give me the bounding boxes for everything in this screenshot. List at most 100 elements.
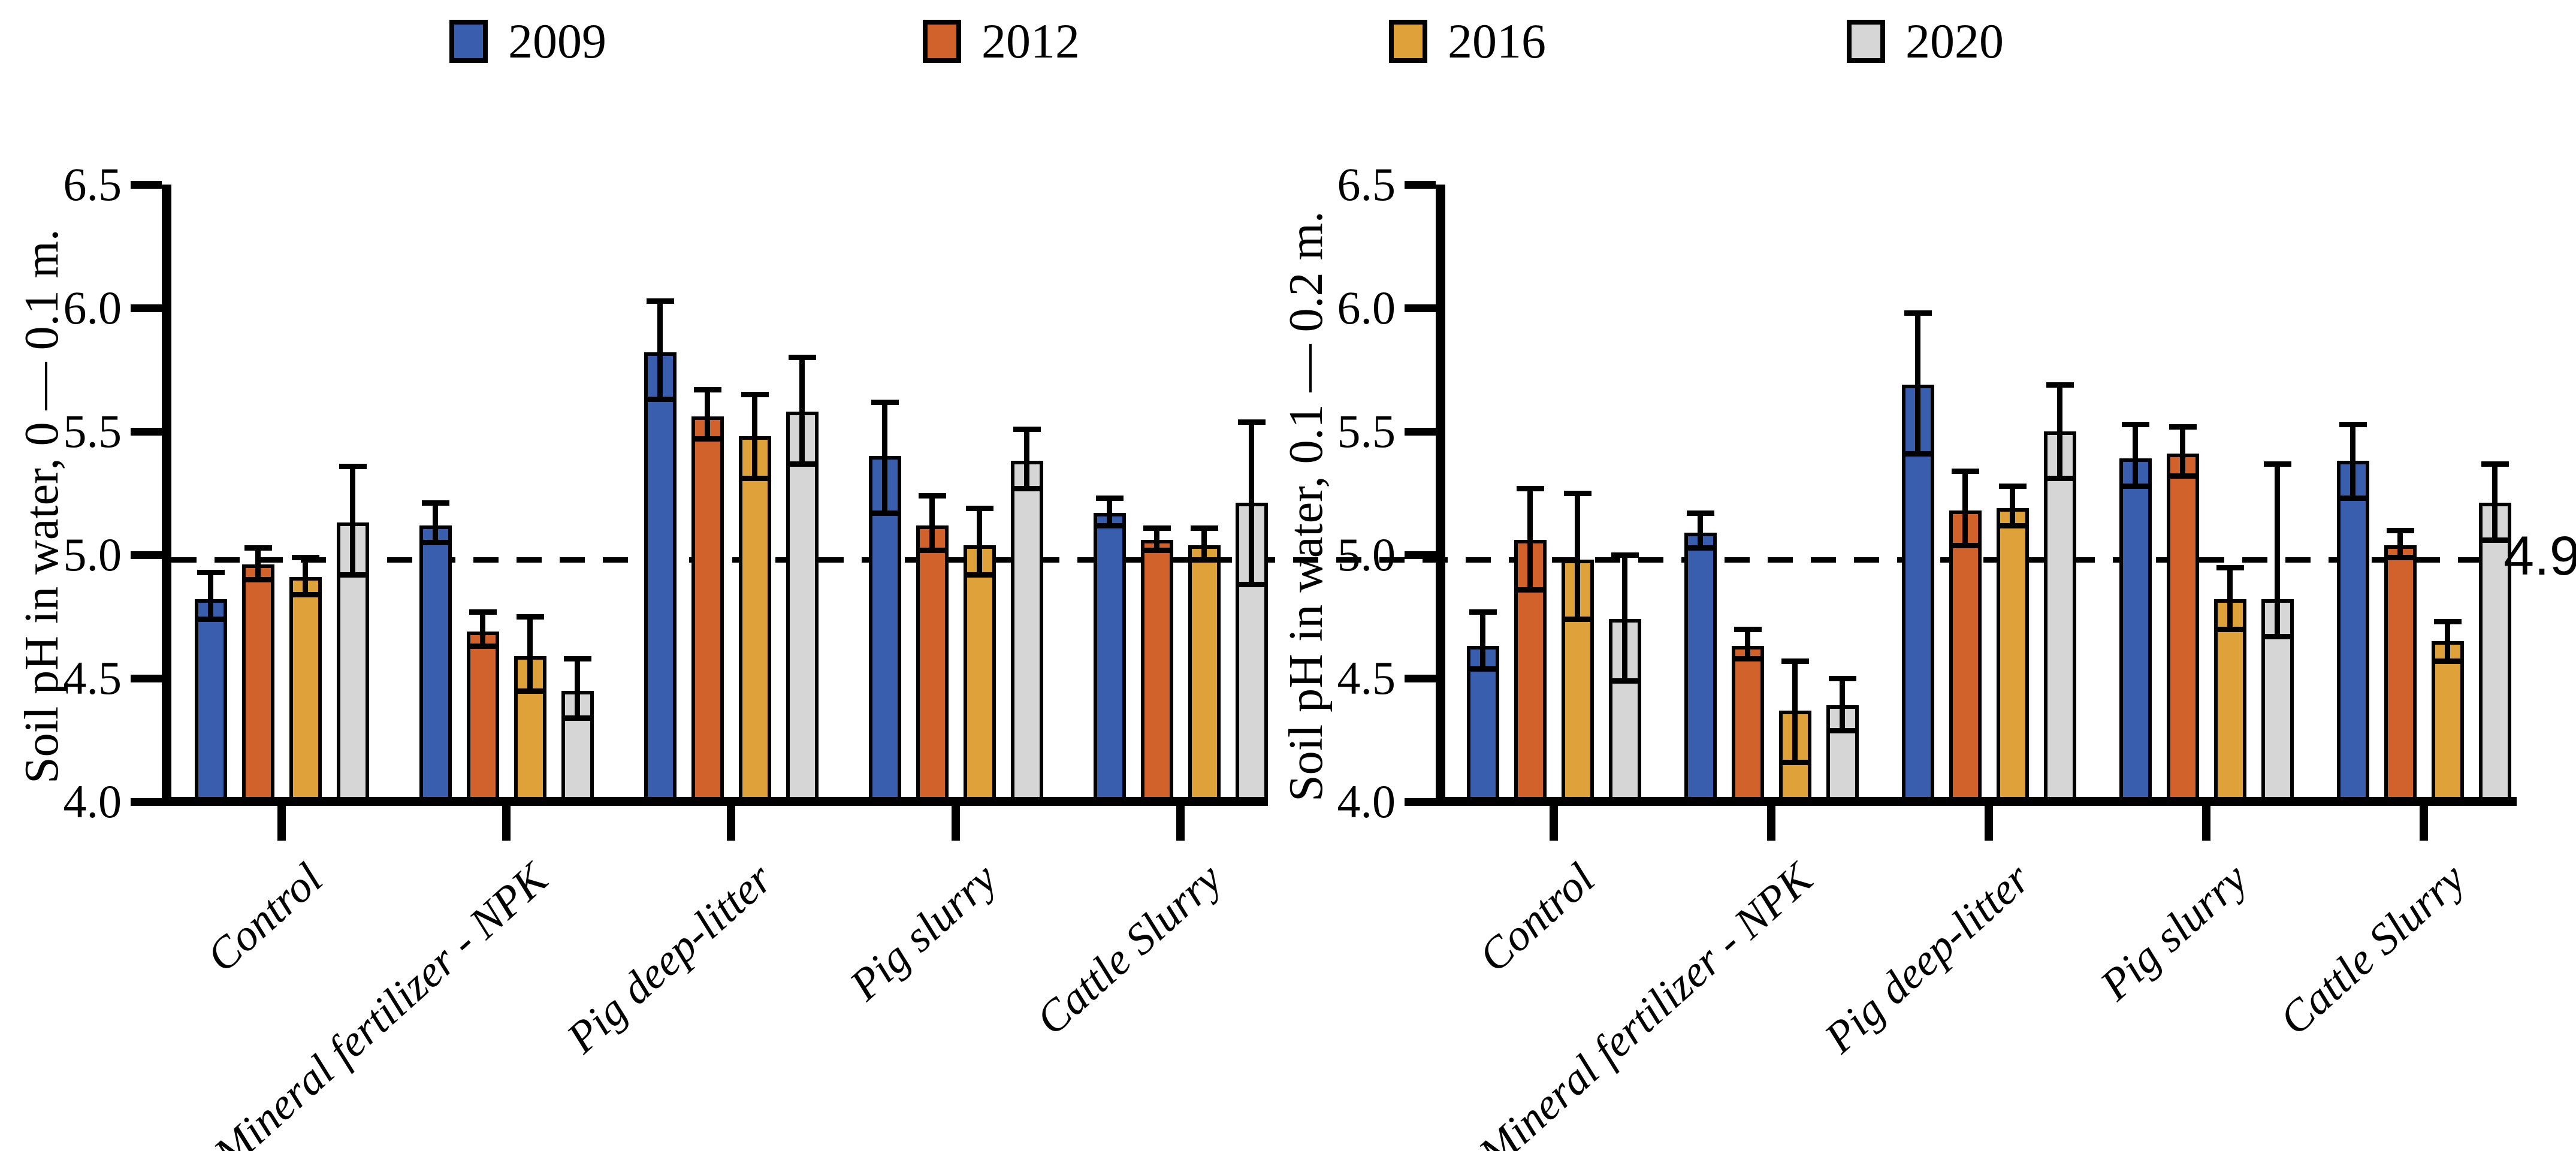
error-bar-cap-top	[2481, 461, 2509, 467]
error-bar-cap-top	[2169, 424, 2197, 430]
legend-swatch-2012	[923, 20, 961, 63]
legend-label: 2016	[1448, 14, 1546, 68]
error-bar-cap-bottom	[1686, 545, 1714, 551]
error-bar-cap-top	[339, 463, 367, 469]
error-bar-cap-bottom	[1237, 582, 1266, 588]
legend-item-2012: 2012	[923, 17, 1080, 66]
y-tick-label: 6.0	[63, 282, 122, 334]
error-bar-cap-bottom	[646, 397, 674, 403]
error-bar-cap-bottom	[1904, 451, 1932, 457]
y-tick-label: 6.0	[1337, 282, 1396, 334]
error-bar-line	[1575, 493, 1580, 620]
error-bar-line	[882, 401, 887, 513]
error-bar-cap-top	[1563, 491, 1591, 496]
error-bar-cap-bottom	[2169, 473, 2197, 479]
y-tick	[1405, 304, 1436, 312]
bar-2016-Cattle Slurry	[1188, 545, 1221, 805]
error-bar-cap-bottom	[1998, 522, 2027, 528]
x-tick	[277, 806, 286, 841]
error-bar-cap-top	[1951, 468, 1979, 474]
y-axis-spine	[1436, 185, 1445, 806]
error-bar-cap-top	[563, 656, 591, 662]
y-tick	[131, 551, 162, 559]
x-tick	[727, 806, 735, 841]
error-bar-cap-top	[2339, 421, 2367, 427]
error-bar-cap-bottom	[1190, 557, 1218, 563]
y-tick-label: 4.5	[63, 652, 122, 704]
error-bar-cap-top	[1998, 483, 2027, 489]
error-bar-cap-bottom	[563, 715, 591, 721]
error-bar-line	[433, 503, 438, 543]
error-bar-line	[2275, 463, 2280, 636]
error-bar-cap-bottom	[2386, 555, 2414, 561]
bar-2020-Control	[336, 522, 369, 805]
error-bar-cap-bottom	[788, 461, 816, 467]
bar-2012-Pig deep-litter	[1949, 510, 1982, 805]
error-bar-line	[480, 611, 485, 647]
error-bar-cap-top	[197, 569, 225, 575]
x-axis-line	[162, 797, 1268, 806]
bar-2012-Mineral fertilizer - NPK	[1731, 646, 1764, 805]
error-bar-line	[575, 658, 580, 718]
y-tick	[1405, 551, 1436, 559]
x-tick	[1985, 806, 1993, 841]
error-bar-cap-top	[871, 399, 899, 405]
bar-2012-Cattle Slurry	[2384, 545, 2417, 805]
bar-2009-Pig slurry	[2119, 458, 2152, 805]
bar-2012-Pig deep-litter	[691, 416, 724, 805]
error-bar-cap-bottom	[197, 617, 225, 623]
bar-2020-Pig deep-litter	[786, 412, 819, 805]
bar-2020-Cattle Slurry	[2478, 503, 2511, 805]
y-tick-label: 5.0	[63, 528, 122, 581]
error-bar-line	[705, 389, 710, 439]
error-bar-cap-top	[1095, 496, 1124, 502]
error-bar-cap-bottom	[741, 476, 769, 482]
legend-swatch-2016	[1389, 20, 1427, 63]
y-tick-label: 5.5	[63, 405, 122, 457]
error-bar-cap-top	[788, 355, 816, 361]
x-axis-line	[1436, 797, 2517, 806]
x-tick	[502, 806, 511, 841]
y-tick	[1405, 181, 1436, 189]
bar-2016-Pig slurry	[963, 545, 996, 805]
error-bar-cap-top	[1013, 426, 1041, 432]
y-tick-label: 4.0	[1337, 775, 1396, 827]
error-bar-line	[208, 572, 213, 620]
y-axis-spine	[162, 185, 171, 806]
legend-label: 2009	[508, 14, 606, 68]
legend-label: 2020	[1905, 14, 2004, 68]
error-bar-cap-bottom	[1469, 666, 1497, 672]
error-bar-cap-top	[291, 555, 319, 561]
reference-line-label: 4.9	[2503, 525, 2576, 587]
error-bar-line	[1622, 555, 1627, 681]
x-category-label: Pig slurry	[2091, 854, 2257, 1010]
error-bar-cap-bottom	[871, 510, 899, 516]
error-bar-line	[255, 547, 261, 580]
error-bar-cap-top	[2263, 461, 2291, 467]
bar-2012-Pig slurry	[916, 525, 949, 805]
error-bar-cap-top	[965, 505, 993, 511]
error-bar-cap-bottom	[1516, 587, 1544, 593]
legend-item-2016: 2016	[1389, 17, 1546, 66]
error-bar-cap-top	[1734, 626, 1762, 632]
y-tick	[131, 798, 162, 806]
bar-2016-Cattle Slurry	[2431, 641, 2464, 805]
error-bar-line	[1024, 428, 1029, 488]
error-bar-cap-bottom	[1013, 485, 1041, 491]
error-bar-cap-top	[469, 609, 497, 615]
error-bar-cap-top	[1781, 658, 1809, 664]
legend-swatch-2020	[1847, 20, 1885, 63]
error-bar-cap-top	[2386, 527, 2414, 533]
y-tick-label: 6.5	[1337, 158, 1396, 210]
error-bar-cap-top	[421, 500, 449, 506]
error-bar-cap-top	[1904, 310, 1932, 316]
error-bar-cap-bottom	[1828, 727, 1856, 733]
error-bar-line	[1480, 611, 1485, 669]
error-bar-line	[1915, 313, 1920, 454]
y-tick	[131, 181, 162, 189]
bar-2016-Control	[289, 577, 322, 805]
bar-2009-Pig deep-litter	[644, 352, 677, 805]
error-bar-cap-bottom	[1611, 678, 1639, 684]
error-bar-cap-top	[1828, 676, 1856, 681]
error-bar-line	[303, 557, 308, 594]
